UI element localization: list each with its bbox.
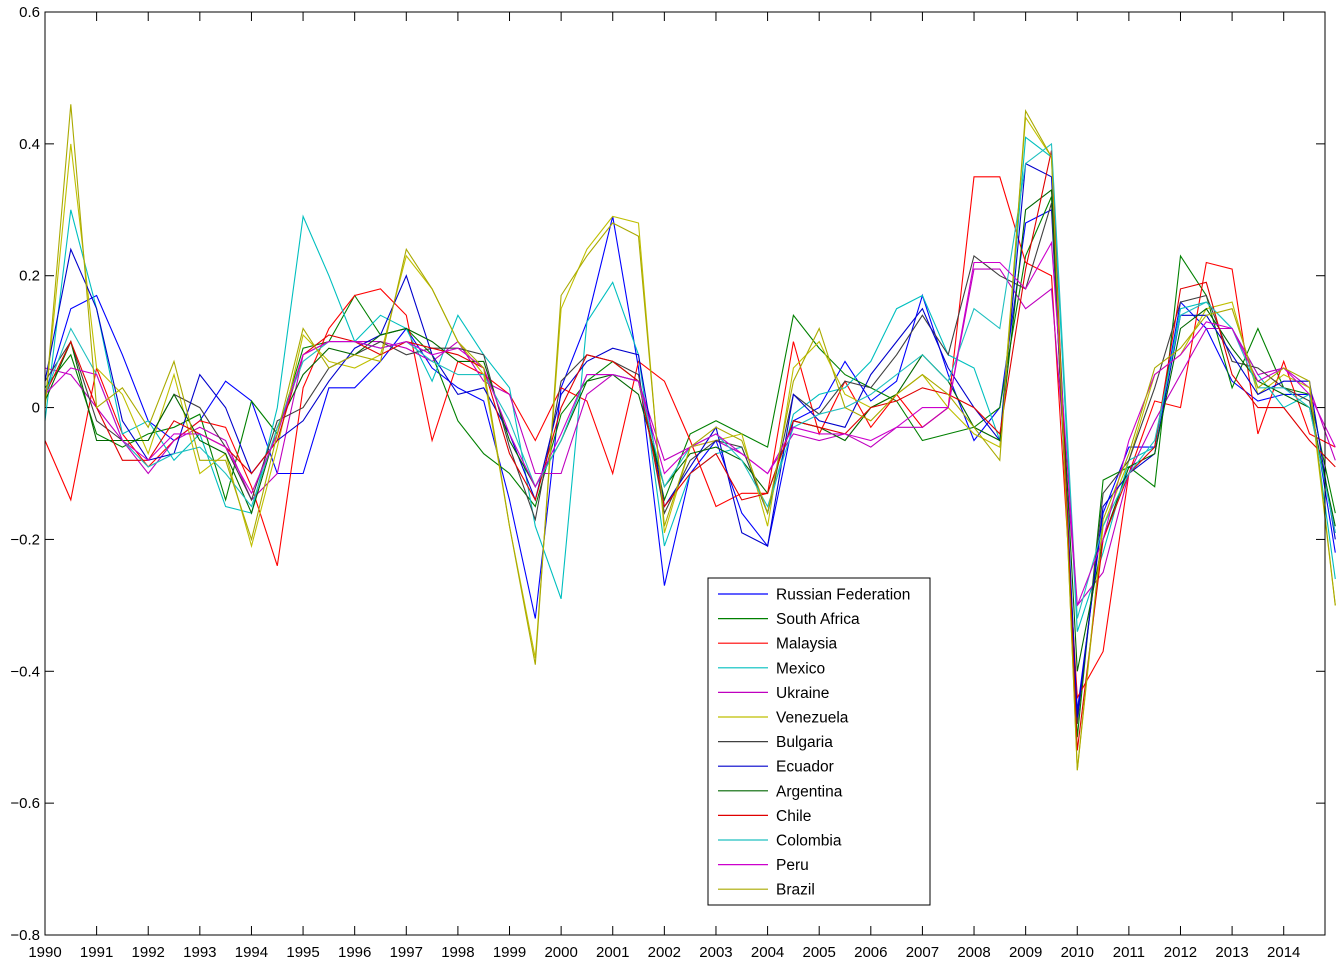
x-tick-label: 2007 xyxy=(906,944,939,961)
y-tick-label: −0.6 xyxy=(10,795,40,812)
x-tick-label: 1992 xyxy=(132,944,165,961)
x-tick-label: 1998 xyxy=(441,944,474,961)
x-tick-label: 1996 xyxy=(338,944,371,961)
y-tick-label: 0.2 xyxy=(19,268,40,285)
legend-label: Venezuela xyxy=(776,710,849,727)
x-tick-label: 1990 xyxy=(28,944,61,961)
axis-ticks xyxy=(44,11,1325,936)
y-tick-label: 0.6 xyxy=(19,4,40,21)
x-tick-label: 2006 xyxy=(854,944,887,961)
axis-labels: 1990 1991 1992 1993 1994 1995 1996 1997 1998 1999… xyxy=(10,4,1300,961)
x-tick-label: 1994 xyxy=(235,944,268,961)
y-tick-label: −0.2 xyxy=(10,531,40,548)
y-tick-label: 0.4 xyxy=(19,136,40,153)
y-tick-label: −0.4 xyxy=(10,663,40,680)
legend-label: Colombia xyxy=(776,833,842,850)
legend-label: Ecuador xyxy=(776,759,834,776)
legend-label: Peru xyxy=(776,857,809,874)
x-tick-label: 2008 xyxy=(957,944,990,961)
legend-label: Argentina xyxy=(776,783,843,800)
legend-label: Mexico xyxy=(776,660,825,677)
x-tick-label: 1993 xyxy=(183,944,216,961)
y-tick-label: 0 xyxy=(32,400,40,417)
series-line-brazil xyxy=(44,104,1336,771)
x-tick-label: 2005 xyxy=(803,944,836,961)
x-tick-label: 2004 xyxy=(751,944,784,961)
y-tick-label: −0.8 xyxy=(10,927,40,944)
legend-label: Malaysia xyxy=(776,636,838,653)
series-line-chile xyxy=(44,150,1336,751)
legend-label: Brazil xyxy=(776,882,815,899)
series-lines xyxy=(44,104,1336,771)
legend-label: Ukraine xyxy=(776,685,829,702)
plot-area xyxy=(45,12,1325,935)
x-tick-label: 2009 xyxy=(1009,944,1042,961)
x-tick-label: 2003 xyxy=(699,944,732,961)
x-tick-label: 2000 xyxy=(544,944,577,961)
x-tick-label: 1999 xyxy=(493,944,526,961)
x-tick-label: 2014 xyxy=(1267,944,1300,961)
x-tick-label: 1997 xyxy=(390,944,423,961)
x-tick-label: 2002 xyxy=(648,944,681,961)
x-tick-label: 1991 xyxy=(80,944,113,961)
plot-frame xyxy=(44,11,1326,936)
legend-label: South Africa xyxy=(776,611,860,628)
x-tick-label: 2011 xyxy=(1113,944,1145,961)
legend-label: Russian Federation xyxy=(776,587,910,604)
legend: Russian Federation South Africa Malaysia Me… xyxy=(707,577,931,906)
legend-label: Chile xyxy=(776,808,811,825)
x-tick-label: 2001 xyxy=(596,944,629,961)
x-tick-label: 2010 xyxy=(1061,944,1094,961)
legend-label: Bulgaria xyxy=(776,734,833,751)
x-tick-label: 1995 xyxy=(286,944,319,961)
x-tick-label: 2012 xyxy=(1164,944,1197,961)
x-tick-label: 2013 xyxy=(1215,944,1248,961)
